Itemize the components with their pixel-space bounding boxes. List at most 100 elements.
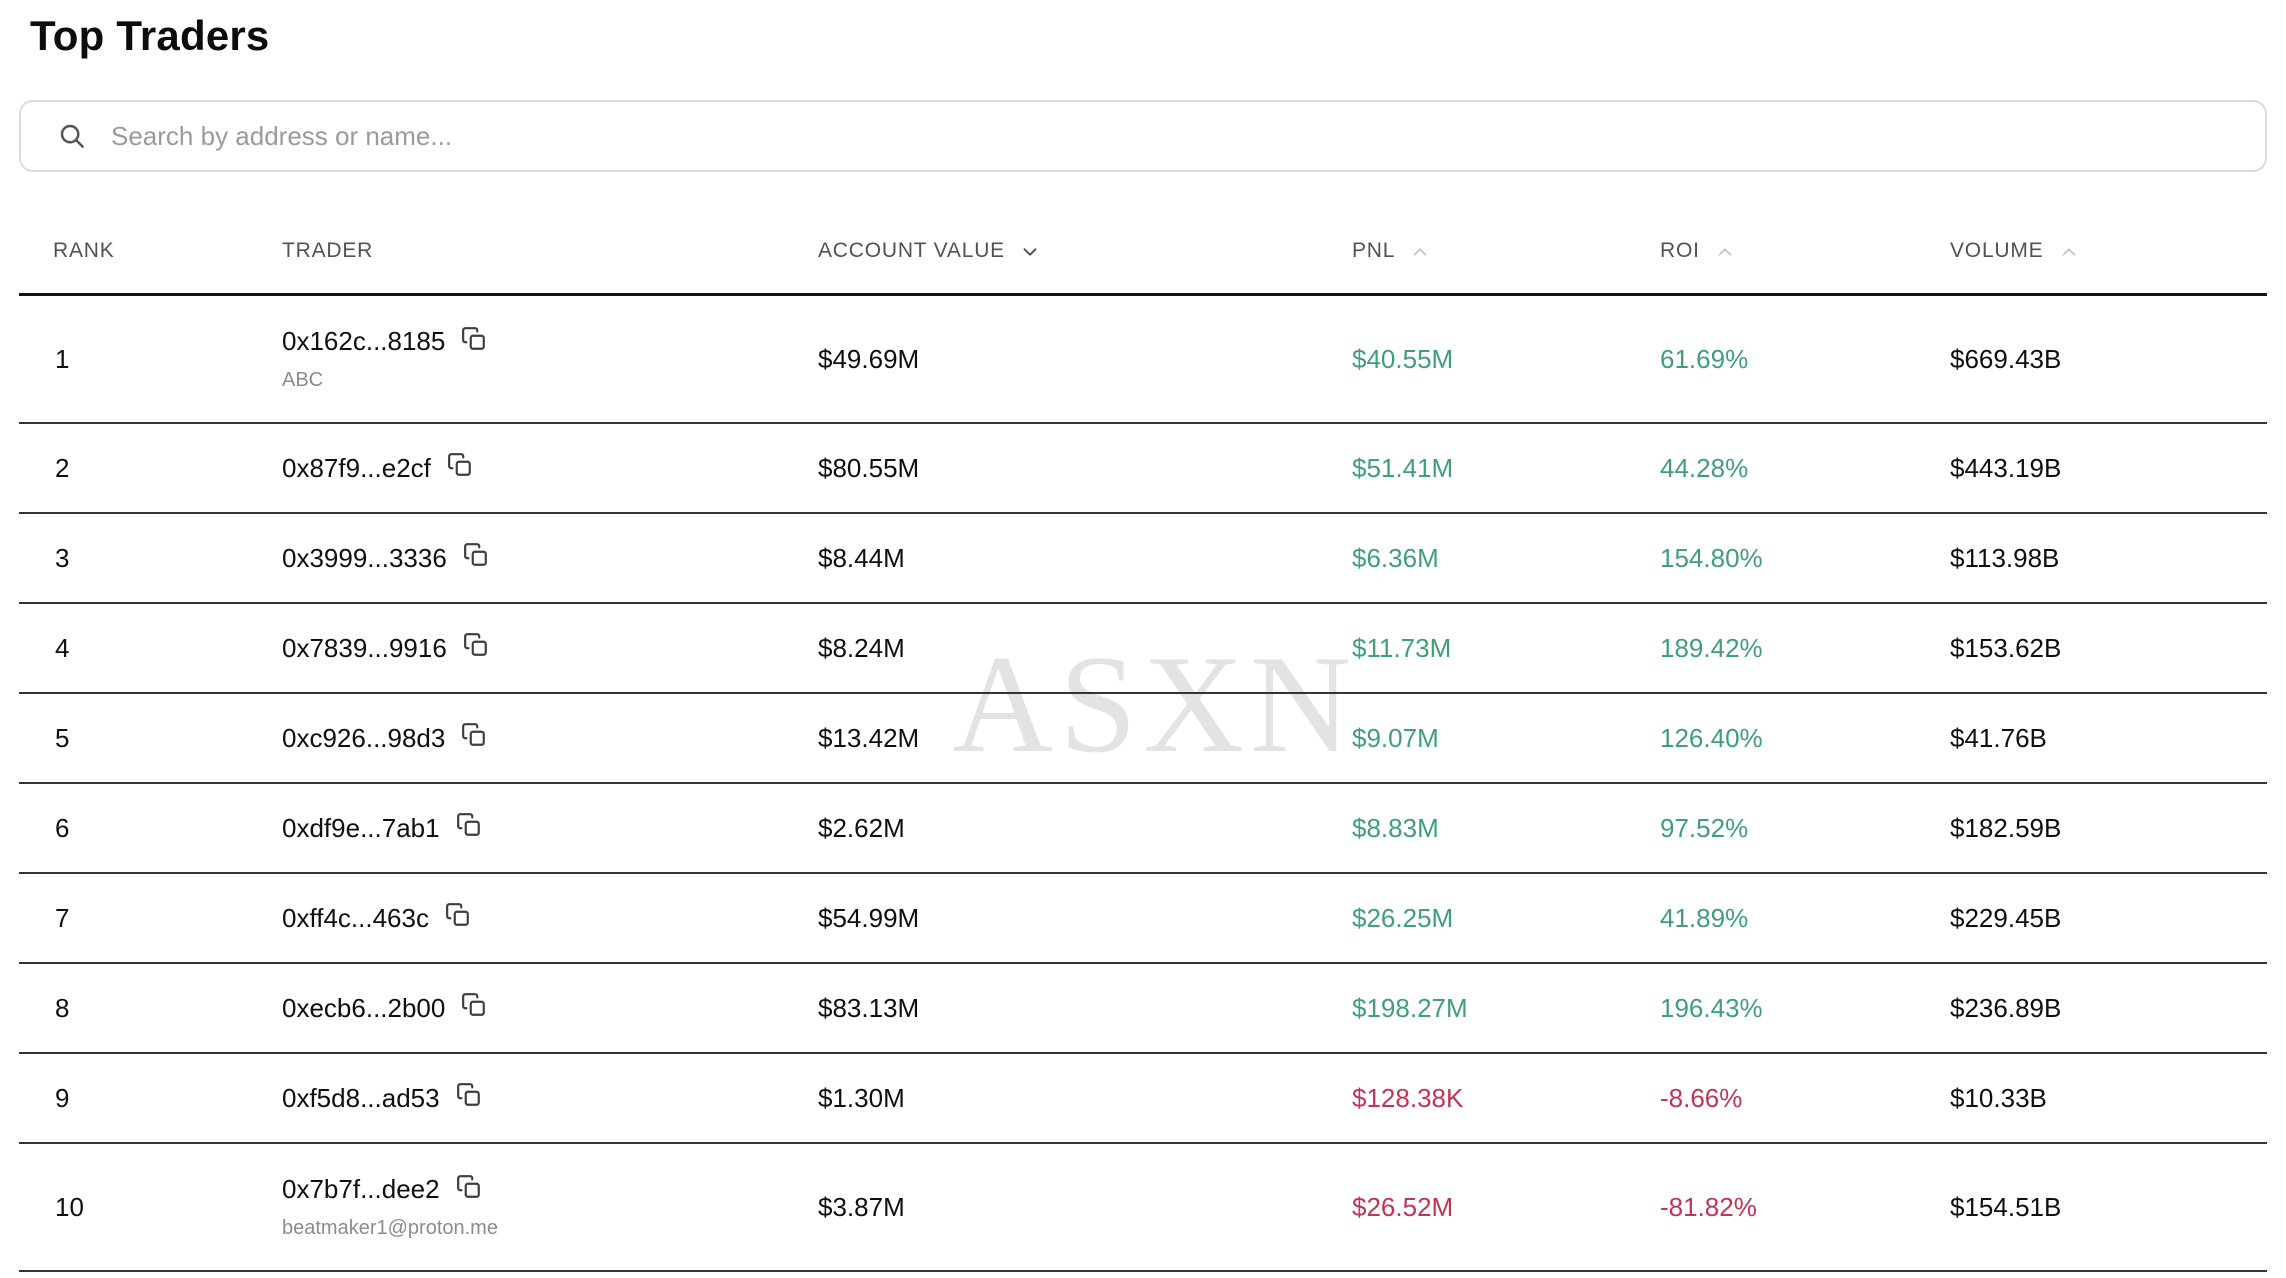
table-row[interactable]: 2 0x87f9...e2cf $80.55M $51.41M 44.28% [19,424,2267,514]
trader-address[interactable]: 0xecb6...2b00 [282,992,446,1023]
chevron-down-icon [1023,248,1037,256]
volume-cell: $10.33B [1950,1083,2267,1114]
account-value: $8.24M [818,632,905,663]
rank-value: 7 [55,902,70,933]
pnl-cell: $26.52M [1352,1192,1660,1223]
table-row[interactable]: 5 0xc926...98d3 $13.42M $9.07M 126.40% [19,694,2267,784]
trader-name: ABC [282,369,324,391]
roi-value: 189.42% [1660,632,1763,663]
table-row[interactable]: 10 0x7b7f...dee2 beatmaker1@proton.me $3… [19,1144,2267,1272]
column-header-pnl[interactable]: PNL [1352,239,1660,293]
trader-address[interactable]: 0x3999...3336 [282,542,447,573]
copy-address-button[interactable] [445,902,471,928]
account-value-cell: $8.24M [818,633,1352,664]
volume-cell: $669.43B [1950,344,2267,375]
trader-address[interactable]: 0x162c...8185 [282,326,446,356]
trader-address[interactable]: 0xc926...98d3 [282,722,446,753]
rank-value: 4 [55,632,70,663]
volume-cell: $182.59B [1950,813,2267,844]
copy-icon [463,633,487,656]
trader-address[interactable]: 0x87f9...e2cf [282,452,431,483]
copy-address-button[interactable] [461,992,487,1018]
volume-value: $113.98B [1950,542,2060,573]
table-row[interactable]: 6 0xdf9e...7ab1 $2.62M $8.83M 97.52% [19,784,2267,874]
trader-address[interactable]: 0xdf9e...7ab1 [282,812,440,843]
pnl-cell: $51.41M [1352,453,1660,484]
search-input[interactable] [109,119,2241,153]
table-row[interactable]: 8 0xecb6...2b00 $83.13M $198.27M 196.43% [19,964,2267,1054]
pnl-value: $198.27M [1352,992,1468,1023]
asxn-watermark: ASXN [952,627,1358,782]
pnl-cell: $128.38K [1352,1083,1660,1114]
rank-value: 5 [55,722,70,753]
trader-cell: 0x3999...3336 [282,543,818,574]
pnl-value: $6.36M [1352,542,1439,573]
pnl-cell: $198.27M [1352,993,1660,1024]
trader-name: beatmaker1@proton.me [282,1217,498,1239]
column-header-volume-label: VOLUME [1950,239,2044,262]
account-value-cell: $54.99M [818,903,1352,934]
account-value-cell: $1.30M [818,1083,1352,1114]
roi-cell: 189.42% [1660,633,1950,664]
pnl-value: $11.73M [1352,632,1452,663]
volume-value: $41.76B [1950,722,2047,753]
trader-cell: 0xdf9e...7ab1 [282,813,818,844]
column-header-account-value[interactable]: ACCOUNT VALUE [818,239,1352,293]
volume-value: $236.89B [1950,992,2062,1023]
roi-cell: 97.52% [1660,813,1950,844]
rank-cell: 4 [19,633,282,664]
trader-cell: 0xf5d8...ad53 [282,1083,818,1114]
account-value: $1.30M [818,1082,905,1113]
account-value-cell: $83.13M [818,993,1352,1024]
rank-cell: 3 [19,543,282,574]
copy-address-button[interactable] [456,1082,482,1108]
column-header-roi[interactable]: ROI [1660,239,1950,293]
table-row[interactable]: 7 0xff4c...463c $54.99M $26.25M 41.89% [19,874,2267,964]
account-value-cell: $13.42M [818,723,1352,754]
copy-address-button[interactable] [463,632,489,658]
rank-cell: 2 [19,453,282,484]
copy-address-button[interactable] [456,812,482,838]
trader-address[interactable]: 0x7839...9916 [282,632,447,663]
table-row[interactable]: 9 0xf5d8...ad53 $1.30M $128.38K -8.66% [19,1054,2267,1144]
roi-value: -8.66% [1660,1082,1743,1113]
rank-value: 9 [55,1082,70,1113]
pnl-cell: $6.36M [1352,543,1660,574]
pnl-cell: $8.83M [1352,813,1660,844]
rank-value: 8 [55,992,70,1023]
rank-value: 2 [55,452,70,483]
roi-value: 61.69% [1660,343,1749,374]
pnl-cell: $40.55M [1352,344,1660,375]
account-value: $13.42M [818,722,920,753]
account-value: $2.62M [818,812,905,843]
copy-icon [456,1083,480,1106]
trader-address[interactable]: 0xf5d8...ad53 [282,1082,440,1113]
copy-address-button[interactable] [461,326,487,352]
copy-address-button[interactable] [463,542,489,568]
roi-cell: 126.40% [1660,723,1950,754]
table-row[interactable]: 4 0x7839...9916 $8.24M $11.73M 189.42% [19,604,2267,694]
rank-cell: 5 [19,723,282,754]
table-row[interactable]: 3 0x3999...3336 $8.44M $6.36M 154.80% [19,514,2267,604]
account-value: $54.99M [818,902,920,933]
trader-cell: 0x7b7f...dee2 beatmaker1@proton.me [282,1174,818,1240]
column-header-trader-label: TRADER [282,239,374,262]
rank-cell: 10 [19,1192,282,1223]
pnl-value: $40.55M [1352,343,1454,374]
copy-icon [456,813,480,836]
table-row[interactable]: 1 0x162c...8185 ABC $49.69M $40.55M 61.6… [19,296,2267,424]
volume-value: $182.59B [1950,812,2062,843]
copy-address-button[interactable] [461,722,487,748]
rank-cell: 1 [19,344,282,375]
copy-address-button[interactable] [456,1174,482,1200]
search-bar[interactable] [19,100,2267,172]
volume-value: $443.19B [1950,452,2062,483]
trader-address[interactable]: 0xff4c...463c [282,902,429,933]
table-header-row: RANK TRADER ACCOUNT VALUE PNL ROI VOLUME [19,172,2267,296]
volume-cell: $236.89B [1950,993,2267,1024]
volume-cell: $229.45B [1950,903,2267,934]
copy-address-button[interactable] [447,452,473,478]
column-header-volume[interactable]: VOLUME [1950,239,2267,293]
roi-value: 154.80% [1660,542,1763,573]
trader-address[interactable]: 0x7b7f...dee2 [282,1174,440,1204]
